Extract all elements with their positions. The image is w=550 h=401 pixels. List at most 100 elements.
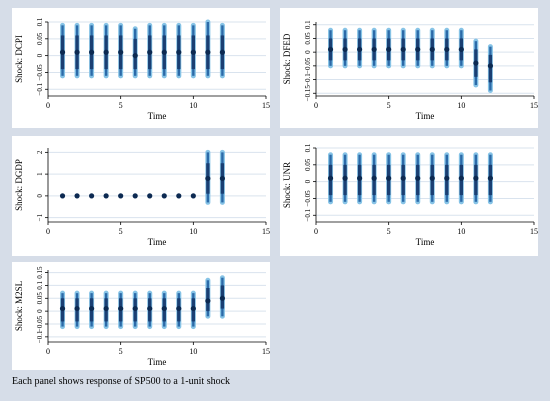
response-point bbox=[190, 193, 196, 199]
response-point bbox=[118, 49, 124, 55]
response-point bbox=[176, 305, 182, 312]
response-point bbox=[473, 175, 479, 181]
response-point bbox=[74, 49, 80, 55]
response-point bbox=[400, 46, 406, 53]
x-tick-label: 0 bbox=[46, 347, 50, 356]
x-axis-title: Time bbox=[148, 357, 167, 367]
chart-panel-dfed: −0.15−0.1−0.05 0 0.05 0.1 0 5 10 15 Time Shock: D… bbox=[280, 8, 538, 128]
chart-panel-m2sl: −0.1−0.05 0 0.05 0.1 0.15 0 5 10 15 Time Shock: M2… bbox=[12, 262, 270, 370]
response-point bbox=[458, 175, 464, 181]
response-point bbox=[487, 175, 493, 181]
response-point bbox=[74, 193, 80, 199]
y-tick-label: 0.05 bbox=[36, 32, 44, 45]
response-point bbox=[357, 46, 363, 53]
y-tick-label: 0.05 bbox=[304, 32, 312, 45]
y-tick-label: −0.05 bbox=[304, 190, 312, 207]
y-axis-title: Shock: DCPI bbox=[14, 35, 24, 83]
y-tick-label: 2 bbox=[36, 150, 44, 154]
x-tick-label: 10 bbox=[189, 227, 197, 236]
x-tick-label: 5 bbox=[387, 101, 391, 110]
y-tick-label: 0.1 bbox=[36, 281, 44, 290]
response-point bbox=[371, 175, 377, 181]
y-tick-label: 0.05 bbox=[36, 292, 44, 305]
y-tick-label: 1 bbox=[36, 172, 44, 176]
chart-panel-unr: −0.1−0.05 0 0.05 0.1 0 5 10 15 Time Shock: UNR bbox=[280, 136, 538, 256]
panel-background bbox=[280, 136, 538, 256]
x-tick-label: 10 bbox=[457, 227, 465, 236]
y-tick-label: −1 bbox=[36, 213, 44, 221]
x-tick-label: 10 bbox=[189, 347, 197, 356]
y-tick-label: 0 bbox=[304, 50, 312, 54]
response-point bbox=[415, 46, 421, 53]
x-tick-label: 15 bbox=[530, 227, 538, 236]
x-tick-label: 5 bbox=[387, 227, 391, 236]
response-point bbox=[147, 193, 153, 199]
response-point bbox=[176, 49, 182, 55]
response-point bbox=[190, 305, 196, 312]
response-point bbox=[132, 53, 138, 59]
response-point bbox=[473, 60, 479, 66]
response-point bbox=[386, 175, 392, 181]
response-point bbox=[219, 49, 225, 55]
chart-panel-dcpi: −0.1−0.05 0 0.05 0.1 0 5 10 15 Time Shock: DCPI bbox=[12, 8, 270, 128]
response-point bbox=[103, 193, 109, 199]
x-tick-label: 15 bbox=[262, 101, 270, 110]
response-point bbox=[219, 295, 225, 301]
y-tick-label: −0.1 bbox=[304, 208, 312, 221]
y-tick-label: 0 bbox=[36, 309, 44, 313]
response-point bbox=[386, 46, 392, 53]
response-point bbox=[342, 46, 348, 53]
response-point bbox=[205, 175, 211, 182]
x-tick-label: 0 bbox=[46, 227, 50, 236]
response-point bbox=[89, 305, 95, 312]
y-tick-label: 0.1 bbox=[304, 143, 312, 152]
y-tick-label: 0.1 bbox=[36, 17, 44, 26]
panel-background bbox=[12, 262, 270, 370]
y-tick-label: −0.1 bbox=[304, 73, 312, 86]
x-tick-label: 5 bbox=[119, 227, 123, 236]
x-tick-label: 0 bbox=[314, 101, 318, 110]
response-point bbox=[103, 49, 109, 55]
figure-caption: Each panel shows response of SP500 to a … bbox=[12, 376, 231, 387]
x-tick-label: 15 bbox=[262, 347, 270, 356]
response-point bbox=[59, 193, 66, 199]
response-point bbox=[205, 49, 211, 55]
x-tick-label: 5 bbox=[119, 347, 123, 356]
response-point bbox=[132, 193, 138, 199]
response-point bbox=[132, 305, 138, 312]
response-point bbox=[219, 175, 225, 182]
y-tick-label: 0 bbox=[304, 179, 312, 183]
response-point bbox=[147, 49, 153, 55]
y-axis-title: Shock: DFED bbox=[282, 33, 292, 84]
response-point bbox=[59, 49, 66, 55]
response-point bbox=[429, 175, 435, 181]
panel-background bbox=[280, 8, 538, 128]
y-tick-label: −0.1 bbox=[36, 330, 44, 343]
y-tick-label: −0.05 bbox=[36, 315, 44, 332]
response-point bbox=[118, 305, 124, 312]
x-tick-label: 10 bbox=[189, 101, 197, 110]
y-axis-title: Shock: M2SL bbox=[14, 281, 24, 331]
response-point bbox=[327, 46, 334, 53]
response-point bbox=[400, 175, 406, 181]
response-point bbox=[205, 298, 211, 304]
response-point bbox=[147, 305, 153, 312]
response-point bbox=[118, 193, 124, 199]
y-tick-label: 0 bbox=[36, 194, 44, 198]
x-axis-title: Time bbox=[416, 111, 435, 121]
y-tick-label: −0.15 bbox=[304, 85, 312, 102]
response-point bbox=[161, 49, 167, 55]
x-axis-title: Time bbox=[148, 111, 167, 121]
y-axis-title: Shock: DGDP bbox=[14, 159, 24, 211]
response-point bbox=[444, 175, 450, 181]
response-point bbox=[357, 175, 363, 181]
panel-background bbox=[12, 8, 270, 128]
y-axis-title: Shock: UNR bbox=[282, 162, 292, 208]
response-point bbox=[176, 193, 182, 199]
response-point bbox=[429, 46, 435, 53]
response-point bbox=[89, 49, 95, 55]
response-point bbox=[190, 49, 196, 55]
response-point bbox=[327, 175, 334, 181]
response-point bbox=[444, 46, 450, 53]
